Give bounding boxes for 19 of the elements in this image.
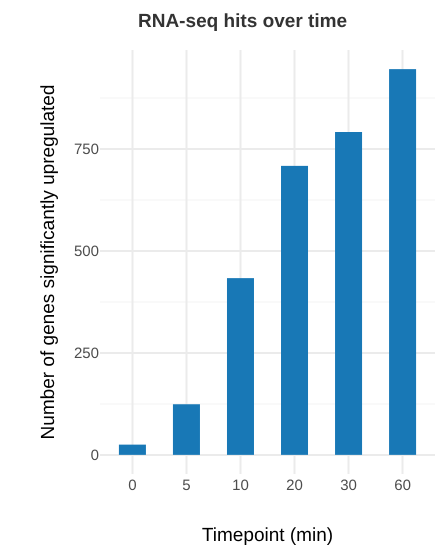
bar <box>389 69 416 455</box>
y-tick-label: 250 <box>74 345 99 362</box>
y-axis-title: Number of genes significantly upregulated <box>38 84 59 440</box>
x-tick-label: 30 <box>340 477 357 494</box>
x-tick-label: 60 <box>394 477 411 494</box>
y-tick-label: 750 <box>74 141 99 158</box>
bar <box>226 278 254 455</box>
y-tick-label: 500 <box>74 243 99 260</box>
bar <box>335 132 362 455</box>
x-tick-label: 0 <box>128 477 137 494</box>
bar <box>172 404 200 455</box>
bar <box>281 166 308 455</box>
x-tick-label: 20 <box>286 477 303 494</box>
bar <box>118 444 146 455</box>
x-axis-title: Timepoint (min) <box>202 525 334 546</box>
x-tick-label: 10 <box>232 477 249 494</box>
chart-title: RNA-seq hits over time <box>138 11 348 32</box>
y-tick-label: 0 <box>90 447 99 464</box>
x-tick-label: 5 <box>182 477 191 494</box>
